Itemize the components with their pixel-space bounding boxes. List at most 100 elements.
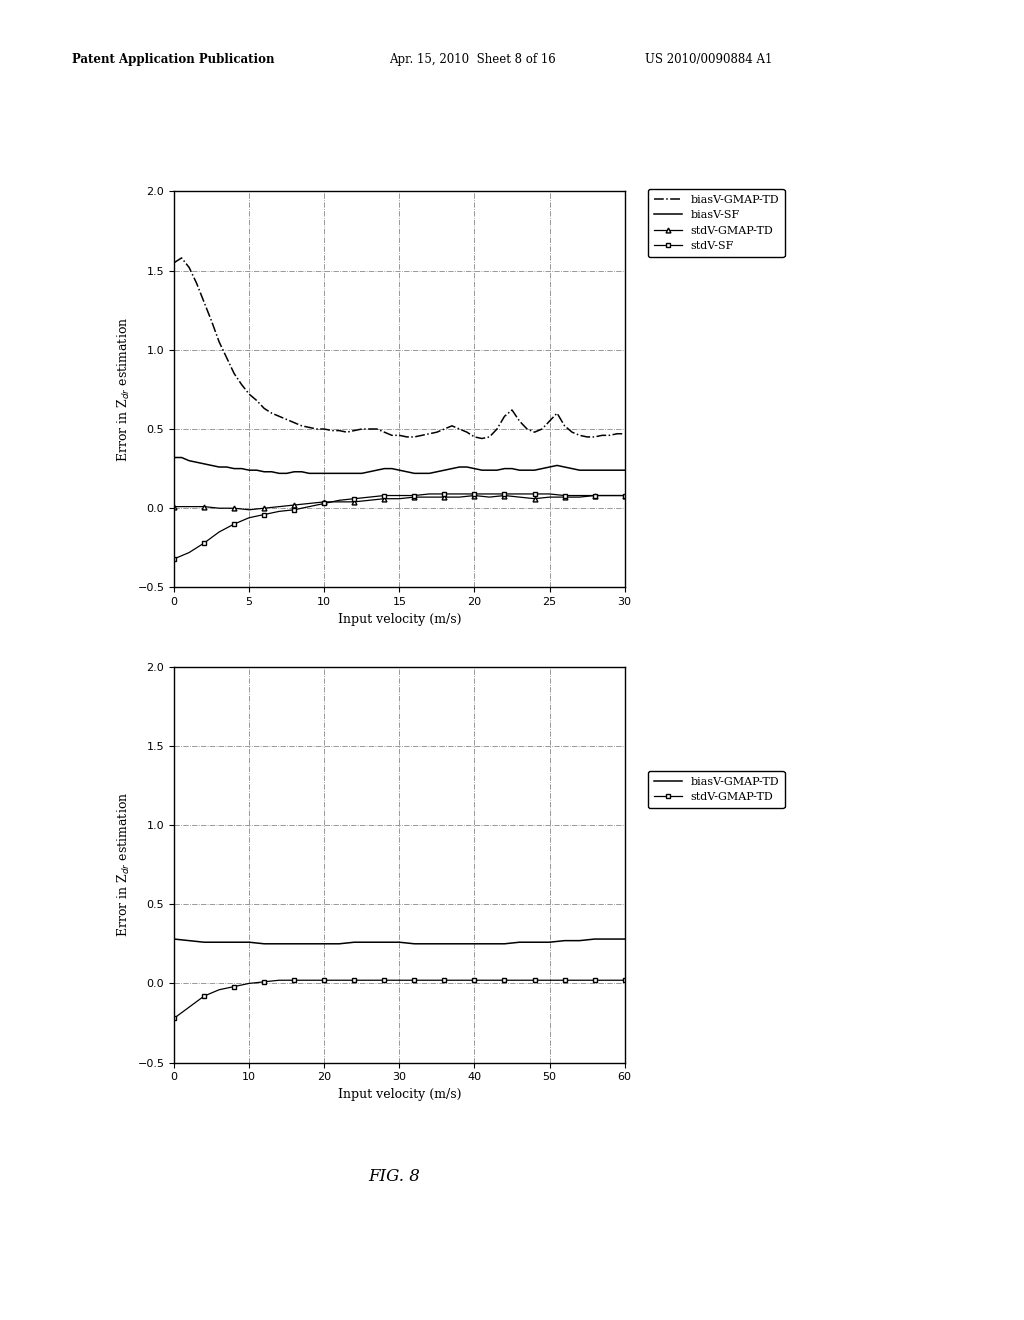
biasV-SF (445, 461, 458, 477)
biasV-SF (168, 450, 180, 466)
biasV-GMAP-TD (573, 933, 586, 949)
biasV-GMAP-TD (183, 933, 196, 949)
stdV-GMAP-TD (544, 490, 556, 506)
biasV-SF (333, 466, 345, 482)
stdV-GMAP-TD (378, 973, 390, 989)
stdV-GMAP-TD (378, 491, 390, 507)
biasV-GMAP-TD (168, 931, 180, 946)
stdV-GMAP-TD (438, 973, 451, 989)
stdV-SF (364, 490, 376, 506)
biasV-GMAP-TD (423, 936, 435, 952)
stdV-GMAP-TD (618, 487, 631, 503)
biasV-GMAP-TD (273, 936, 286, 952)
stdV-SF (558, 487, 570, 503)
biasV-GMAP-TD (445, 418, 458, 434)
stdV-GMAP-TD (333, 494, 345, 510)
Y-axis label: Error in Z$_{dr}$ estimation: Error in Z$_{dr}$ estimation (116, 317, 132, 462)
stdV-SF (228, 516, 241, 532)
stdV-SF (303, 499, 315, 515)
stdV-GMAP-TD (273, 973, 286, 989)
stdV-GMAP-TD (513, 490, 525, 506)
biasV-GMAP-TD (416, 428, 428, 444)
biasV-GMAP-TD (409, 936, 421, 952)
stdV-GMAP-TD (603, 973, 615, 989)
stdV-GMAP-TD (468, 487, 480, 503)
stdV-GMAP-TD (483, 490, 496, 506)
Text: Patent Application Publication: Patent Application Publication (72, 53, 274, 66)
stdV-GMAP-TD (168, 1010, 180, 1026)
stdV-GMAP-TD (213, 500, 225, 516)
Line: stdV-GMAP-TD: stdV-GMAP-TD (172, 978, 627, 1020)
stdV-GMAP-TD (364, 973, 376, 989)
stdV-GMAP-TD (364, 492, 376, 508)
stdV-GMAP-TD (318, 494, 331, 510)
stdV-SF (333, 492, 345, 508)
biasV-GMAP-TD (258, 936, 270, 952)
biasV-SF (281, 466, 293, 482)
biasV-GMAP-TD (303, 936, 315, 952)
biasV-GMAP-TD (468, 936, 480, 952)
stdV-SF (528, 486, 541, 502)
stdV-SF (258, 507, 270, 523)
stdV-GMAP-TD (528, 973, 541, 989)
biasV-GMAP-TD (243, 935, 255, 950)
stdV-GMAP-TD (499, 487, 511, 503)
stdV-GMAP-TD (558, 490, 570, 506)
stdV-SF (243, 510, 255, 525)
stdV-GMAP-TD (409, 490, 421, 506)
stdV-GMAP-TD (288, 973, 300, 989)
stdV-GMAP-TD (499, 973, 511, 989)
stdV-GMAP-TD (393, 973, 406, 989)
biasV-GMAP-TD (198, 935, 210, 950)
stdV-SF (288, 502, 300, 517)
biasV-GMAP-TD (483, 936, 496, 952)
stdV-GMAP-TD (348, 973, 360, 989)
biasV-GMAP-TD (333, 936, 345, 952)
Line: stdV-GMAP-TD: stdV-GMAP-TD (172, 494, 627, 512)
biasV-GMAP-TD (618, 426, 631, 442)
stdV-GMAP-TD (303, 495, 315, 511)
stdV-GMAP-TD (333, 973, 345, 989)
biasV-GMAP-TD (364, 935, 376, 950)
stdV-GMAP-TD (423, 490, 435, 506)
stdV-SF (544, 486, 556, 502)
stdV-GMAP-TD (198, 989, 210, 1005)
stdV-GMAP-TD (528, 491, 541, 507)
stdV-GMAP-TD (198, 499, 210, 515)
biasV-GMAP-TD (228, 935, 241, 950)
stdV-SF (618, 487, 631, 503)
stdV-GMAP-TD (258, 500, 270, 516)
biasV-SF (273, 466, 286, 482)
Legend: biasV-GMAP-TD, stdV-GMAP-TD: biasV-GMAP-TD, stdV-GMAP-TD (648, 771, 784, 808)
stdV-GMAP-TD (213, 982, 225, 998)
stdV-SF (438, 486, 451, 502)
biasV-GMAP-TD (544, 935, 556, 950)
stdV-SF (513, 486, 525, 502)
Line: biasV-GMAP-TD: biasV-GMAP-TD (174, 257, 625, 438)
stdV-SF (348, 491, 360, 507)
stdV-GMAP-TD (603, 487, 615, 503)
stdV-GMAP-TD (303, 973, 315, 989)
stdV-GMAP-TD (544, 973, 556, 989)
stdV-GMAP-TD (573, 973, 586, 989)
biasV-GMAP-TD (378, 935, 390, 950)
biasV-GMAP-TD (476, 430, 488, 446)
stdV-SF (573, 487, 586, 503)
biasV-GMAP-TD (213, 935, 225, 950)
stdV-GMAP-TD (288, 498, 300, 513)
biasV-GMAP-TD (333, 422, 345, 438)
stdV-GMAP-TD (273, 499, 286, 515)
biasV-SF (566, 461, 579, 477)
biasV-GMAP-TD (499, 936, 511, 952)
biasV-GMAP-TD (175, 249, 187, 265)
stdV-SF (378, 487, 390, 503)
stdV-SF (483, 486, 496, 502)
stdV-GMAP-TD (513, 973, 525, 989)
Legend: biasV-GMAP-TD, biasV-SF, stdV-GMAP-TD, stdV-SF: biasV-GMAP-TD, biasV-SF, stdV-GMAP-TD, s… (648, 189, 784, 257)
stdV-GMAP-TD (318, 973, 331, 989)
stdV-GMAP-TD (228, 978, 241, 994)
stdV-GMAP-TD (348, 494, 360, 510)
stdV-SF (454, 486, 466, 502)
stdV-SF (409, 487, 421, 503)
stdV-GMAP-TD (483, 973, 496, 989)
